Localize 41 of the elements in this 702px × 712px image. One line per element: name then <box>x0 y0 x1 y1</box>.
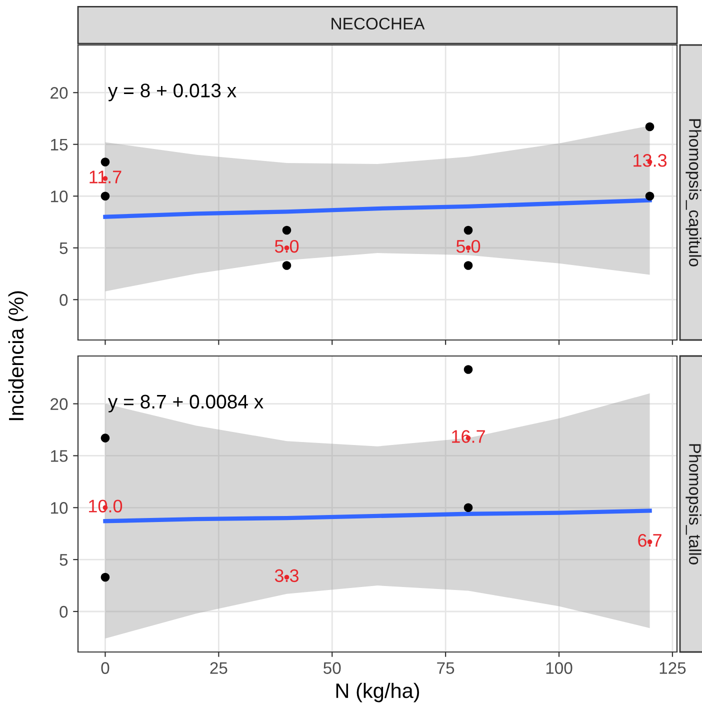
y-tick-label: 5 <box>60 554 68 566</box>
y2-axis-title: Phomopsis_tallo <box>686 444 702 564</box>
y-axis-title: Incidencia (%) <box>8 291 28 420</box>
y-tick-label: 0 <box>60 294 68 306</box>
data-label: 11.7 <box>90 170 122 184</box>
annotation: y = 8 + 0.013 x <box>108 84 236 102</box>
data-label: 3.3 <box>274 569 298 582</box>
point <box>100 572 110 582</box>
x-tick-label: 50 <box>324 662 341 674</box>
point <box>464 503 473 512</box>
y-tick-label: 15 <box>51 450 68 462</box>
point <box>282 261 292 270</box>
x-tick-label: 25 <box>210 662 228 674</box>
annotation: y = 8.7 + 0.0084 x <box>108 394 264 412</box>
point <box>464 365 473 374</box>
chart-title: NECOCHEA <box>332 18 425 30</box>
y-tick-label: 10 <box>51 190 68 202</box>
data-label: 10.0 <box>89 500 122 512</box>
data-label: 6.7 <box>638 534 662 547</box>
y2-axis-title: Phomopsis_capitulo <box>686 119 702 266</box>
point <box>645 192 654 201</box>
point <box>464 226 473 235</box>
y-tick-label: 5 <box>60 242 68 254</box>
y-tick-label: 10 <box>51 502 68 514</box>
data-label: 5.0 <box>274 240 299 253</box>
point <box>645 122 654 132</box>
y-tick-label: 20 <box>50 398 68 410</box>
x-axis-title: N (kg/ha) <box>336 682 420 702</box>
x-tick-label: 0 <box>101 662 110 674</box>
point <box>100 158 110 166</box>
point <box>100 192 110 201</box>
x-tick-label: 125 <box>660 662 686 674</box>
y-tick-label: 15 <box>51 138 68 151</box>
x-tick-label: 100 <box>546 662 572 674</box>
y-tick-label: 0 <box>60 606 68 618</box>
point <box>100 434 110 442</box>
point <box>464 261 473 270</box>
data-label: 5.0 <box>456 240 480 253</box>
x-tick-label: 75 <box>437 662 454 674</box>
y-tick-label: 20 <box>50 87 68 99</box>
point <box>282 226 292 235</box>
